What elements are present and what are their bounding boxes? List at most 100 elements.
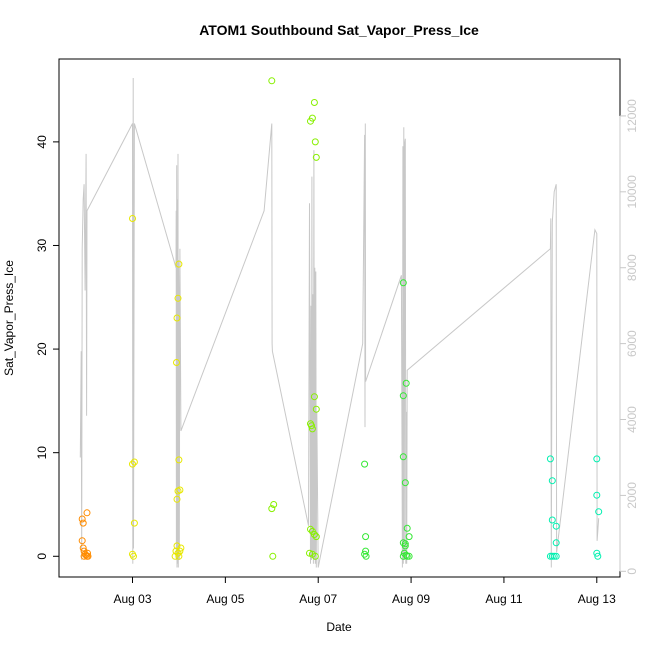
secondary-line-series <box>79 77 600 568</box>
data-point <box>173 542 181 550</box>
data-point <box>593 491 601 499</box>
data-point <box>552 522 560 530</box>
data-point <box>306 549 313 557</box>
data-point <box>399 552 407 560</box>
left-tick-label: 40 <box>35 135 49 149</box>
data-point <box>268 77 276 85</box>
data-point <box>401 542 409 550</box>
data-point <box>403 552 411 560</box>
x-axis: Aug 03 Aug 05 Aug 07 Aug 09 Aug 11 Aug 13 <box>113 576 616 606</box>
x-tick-label: Aug 09 <box>392 592 430 606</box>
x-tick-label: Aug 13 <box>578 592 616 606</box>
left-tick-label: 20 <box>35 342 49 356</box>
x-axis-label: Date <box>326 620 352 634</box>
data-point <box>552 552 560 560</box>
x-tick-label: Aug 03 <box>113 592 151 606</box>
data-point <box>362 547 370 555</box>
data-point <box>173 495 181 503</box>
data-point <box>311 138 319 146</box>
right-tick-label: 6000 <box>625 330 639 357</box>
chart-title: ATOM1 Southbound Sat_Vapor_Press_Ice <box>199 22 479 38</box>
data-point <box>269 552 277 560</box>
data-point <box>401 479 409 487</box>
right-y-axis: 0 2000 4000 6000 8000 10000 12000 <box>619 99 639 575</box>
data-point <box>593 549 601 557</box>
data-point <box>78 537 86 545</box>
scatter-points <box>78 77 603 560</box>
data-point <box>175 456 183 464</box>
data-point <box>79 544 87 552</box>
left-y-axis: 0 10 20 30 40 <box>35 135 60 560</box>
data-point <box>548 477 556 485</box>
data-point <box>130 552 137 560</box>
data-point <box>312 153 320 161</box>
data-point <box>312 533 320 541</box>
data-point <box>130 519 138 527</box>
data-point <box>84 552 92 560</box>
data-point <box>175 260 183 268</box>
right-tick-label: 0 <box>625 568 639 575</box>
data-point <box>310 99 318 106</box>
data-point <box>402 379 410 387</box>
data-point <box>401 540 409 548</box>
data-point <box>308 425 316 433</box>
data-point <box>175 552 183 560</box>
data-point <box>174 294 182 302</box>
right-tick-label: 8000 <box>625 254 639 281</box>
data-point <box>129 460 136 468</box>
right-tick-label: 4000 <box>625 406 639 433</box>
data-point <box>174 549 182 557</box>
right-tick-label: 2000 <box>625 482 639 509</box>
data-point <box>310 531 318 538</box>
data-point <box>550 552 558 560</box>
data-point <box>79 519 87 527</box>
data-point <box>268 505 276 513</box>
data-point <box>311 552 319 560</box>
data-point <box>593 455 601 463</box>
data-point <box>548 552 556 560</box>
data-point <box>308 114 316 122</box>
data-point <box>80 547 88 555</box>
x-tick-label: Aug 07 <box>299 592 337 606</box>
data-point <box>270 501 278 508</box>
left-tick-label: 0 <box>35 553 49 560</box>
data-point <box>172 547 180 555</box>
data-point <box>399 279 407 287</box>
data-point <box>307 525 314 533</box>
right-tick-label: 12000 <box>625 99 639 133</box>
data-point <box>403 524 411 532</box>
data-point <box>546 455 554 463</box>
data-point <box>310 393 318 401</box>
data-point <box>83 509 91 517</box>
data-point <box>594 552 602 560</box>
data-point <box>548 516 556 524</box>
y-axis-label: Sat_Vapor_Press_Ice <box>2 260 16 376</box>
left-tick-label: 10 <box>35 446 49 460</box>
x-tick-label: Aug 05 <box>206 592 244 606</box>
data-point <box>78 515 86 523</box>
data-point <box>399 392 407 400</box>
data-point <box>405 533 413 541</box>
data-point <box>177 544 185 552</box>
data-point <box>362 533 370 541</box>
data-point <box>399 453 407 461</box>
plot-area-frame <box>58 58 621 578</box>
data-point <box>595 508 603 516</box>
data-point <box>552 539 560 547</box>
data-point <box>130 458 138 466</box>
data-point <box>84 549 91 557</box>
left-tick-label: 30 <box>35 238 49 252</box>
data-point <box>173 359 180 366</box>
secondary-line <box>79 77 600 568</box>
data-point <box>312 405 320 413</box>
data-point <box>361 550 369 558</box>
data-point <box>362 552 370 560</box>
right-tick-label: 10000 <box>625 175 639 209</box>
data-point <box>308 422 315 430</box>
data-point <box>129 215 136 222</box>
x-tick-label: Aug 11 <box>485 592 522 606</box>
data-point <box>361 460 369 468</box>
data-point <box>173 314 181 322</box>
data-point <box>176 547 184 555</box>
